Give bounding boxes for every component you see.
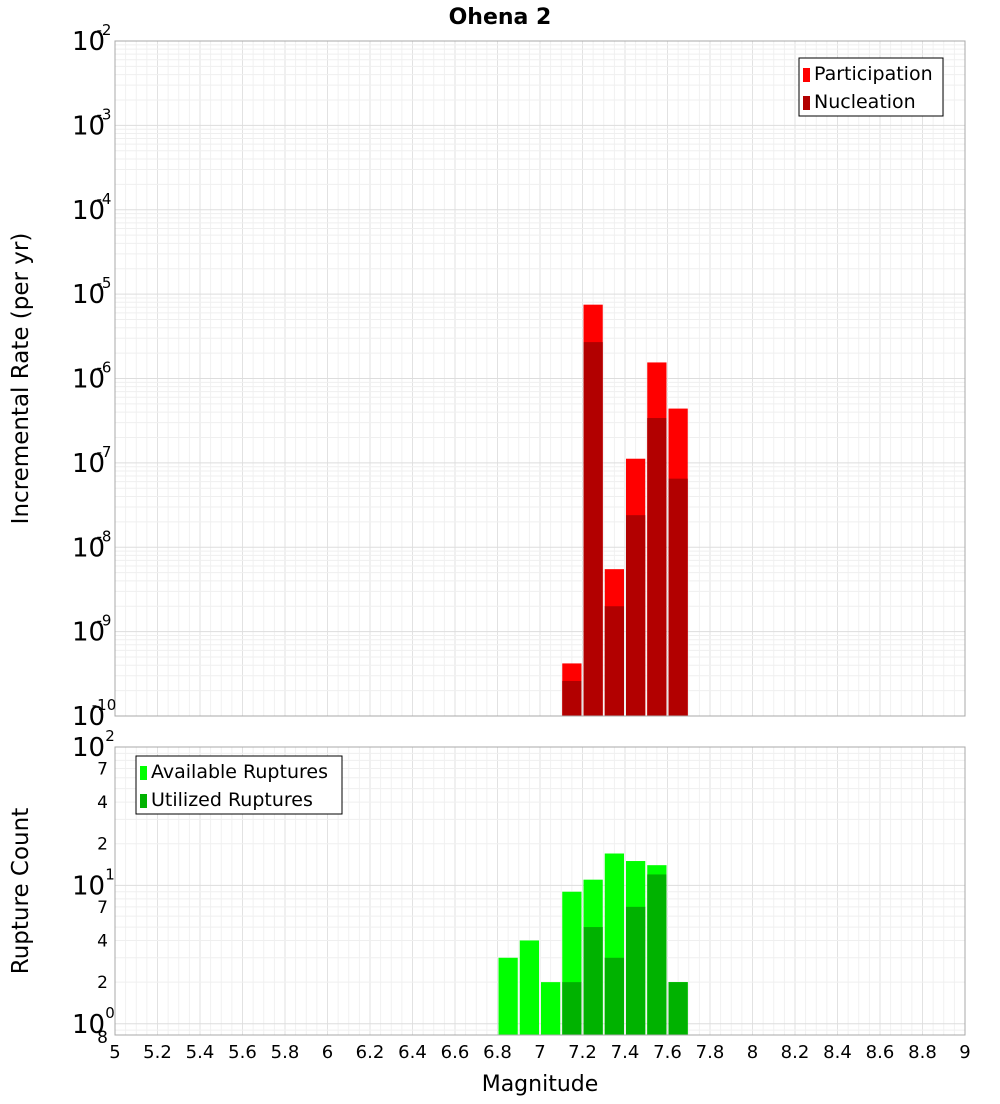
- x-axis-label: Magnitude: [482, 1072, 599, 1097]
- x-tick-label: 5.6: [228, 1042, 257, 1063]
- y-tick-exponent: -3: [97, 105, 112, 123]
- y-tick-exponent: -2: [97, 21, 112, 39]
- y-axis-label: Incremental Rate (per yr): [8, 233, 34, 525]
- legend-label: Participation: [814, 63, 933, 85]
- bar-available-ruptures: [519, 940, 539, 1035]
- y-tick-exponent: 2: [105, 727, 115, 745]
- y-tick-exponent: -10: [92, 696, 117, 714]
- bar-nucleation: [668, 478, 688, 716]
- bar-utilized-ruptures: [562, 982, 582, 1035]
- bar-available-ruptures: [541, 982, 561, 1035]
- y-tick-label: 2: [97, 835, 108, 855]
- x-tick-label: 5: [109, 1042, 120, 1063]
- y-tick-exponent: -8: [97, 527, 112, 545]
- y-tick-label: 4: [97, 931, 108, 951]
- legend: Available Ruptures Utilized Ruptures: [135, 755, 343, 815]
- y-tick-exponent: -9: [97, 612, 112, 630]
- y-tick-label: 10: [72, 449, 105, 479]
- y-tick-label: 10: [72, 871, 105, 901]
- x-axis: 5 5.2 5.4 5.6 5.8 6 6.2 6.4 6.6 6.8 7 7.2 7.4 7.6 7.8 8…: [109, 1042, 970, 1063]
- y-tick-exponent: 0: [105, 1004, 115, 1022]
- y-tick-label: 10: [72, 280, 105, 310]
- x-tick-label: 9: [959, 1042, 970, 1063]
- x-tick-label: 7.6: [653, 1042, 682, 1063]
- y-tick-label: 10: [72, 618, 105, 648]
- y-tick-exponent: -6: [97, 359, 112, 377]
- bar-utilized-ruptures: [583, 927, 603, 1035]
- x-tick-label: 6.4: [398, 1042, 427, 1063]
- x-tick-label: 5.4: [186, 1042, 215, 1063]
- bar-available-ruptures: [498, 957, 518, 1035]
- legend-label: Available Ruptures: [151, 761, 328, 783]
- y-tick-exponent: -7: [97, 443, 112, 461]
- bar-nucleation: [604, 606, 624, 716]
- bar-utilized-ruptures: [604, 957, 624, 1035]
- legend-label: Utilized Ruptures: [151, 789, 313, 811]
- y-tick-label: 10: [72, 27, 105, 57]
- y-axis-label: Rupture Count: [8, 808, 34, 974]
- chart-title: Ohena 2: [449, 5, 552, 30]
- rate-panel: 10-210-310-410-510-610-710-810-910-10Inc…: [8, 21, 966, 732]
- y-tick-label: 10: [72, 196, 105, 226]
- y-tick-exponent: -5: [97, 274, 112, 292]
- legend-swatch: [803, 68, 810, 82]
- y-tick-label: 10: [72, 733, 105, 763]
- legend-swatch: [140, 766, 147, 780]
- plot-frame: [114, 746, 966, 1036]
- x-tick-label: 5.8: [271, 1042, 300, 1063]
- y-tick-label: 7: [97, 759, 108, 779]
- x-tick-label: 6.2: [356, 1042, 385, 1063]
- x-tick-label: 6: [322, 1042, 333, 1063]
- x-tick-label: 8.8: [908, 1042, 937, 1063]
- y-tick-label: 8: [97, 1028, 108, 1048]
- x-tick-label: 6.6: [441, 1042, 470, 1063]
- bar-nucleation: [647, 418, 667, 716]
- bar-utilized-ruptures: [668, 982, 688, 1035]
- y-tick-label: 2: [97, 973, 108, 993]
- x-tick-label: 7.4: [611, 1042, 640, 1063]
- y-tick-exponent: -4: [97, 190, 112, 208]
- x-tick-label: 8.4: [823, 1042, 852, 1063]
- y-tick-label: 10: [72, 111, 105, 141]
- legend-swatch: [803, 96, 810, 110]
- x-tick-label: 7.2: [568, 1042, 597, 1063]
- legend-label: Nucleation: [814, 91, 916, 113]
- x-tick-label: 7.8: [696, 1042, 725, 1063]
- bar-utilized-ruptures: [647, 874, 667, 1035]
- bar-nucleation: [583, 342, 603, 716]
- x-tick-label: 5.2: [143, 1042, 172, 1063]
- legend-box: [798, 57, 944, 117]
- legend-swatch: [140, 794, 147, 808]
- x-tick-label: 7: [534, 1042, 545, 1063]
- y-tick-label: 4: [97, 793, 108, 813]
- legend-box: [135, 755, 343, 815]
- x-tick-label: 8.6: [866, 1042, 895, 1063]
- x-tick-label: 8.2: [781, 1042, 810, 1063]
- y-tick-label: 7: [97, 898, 108, 918]
- y-tick-label: 10: [72, 702, 105, 732]
- y-tick-exponent: 1: [105, 865, 115, 883]
- y-tick-label: 10: [72, 533, 105, 563]
- bar-utilized-ruptures: [626, 906, 646, 1035]
- bar-nucleation: [626, 515, 646, 716]
- plot-frame: [114, 40, 966, 717]
- bar-nucleation: [562, 680, 582, 716]
- x-tick-label: 8: [747, 1042, 758, 1063]
- legend: Participation Nucleation: [798, 57, 944, 117]
- y-tick-label: 10: [72, 365, 105, 395]
- y-tick-label: 10: [72, 1010, 105, 1040]
- x-tick-label: 6.8: [483, 1042, 512, 1063]
